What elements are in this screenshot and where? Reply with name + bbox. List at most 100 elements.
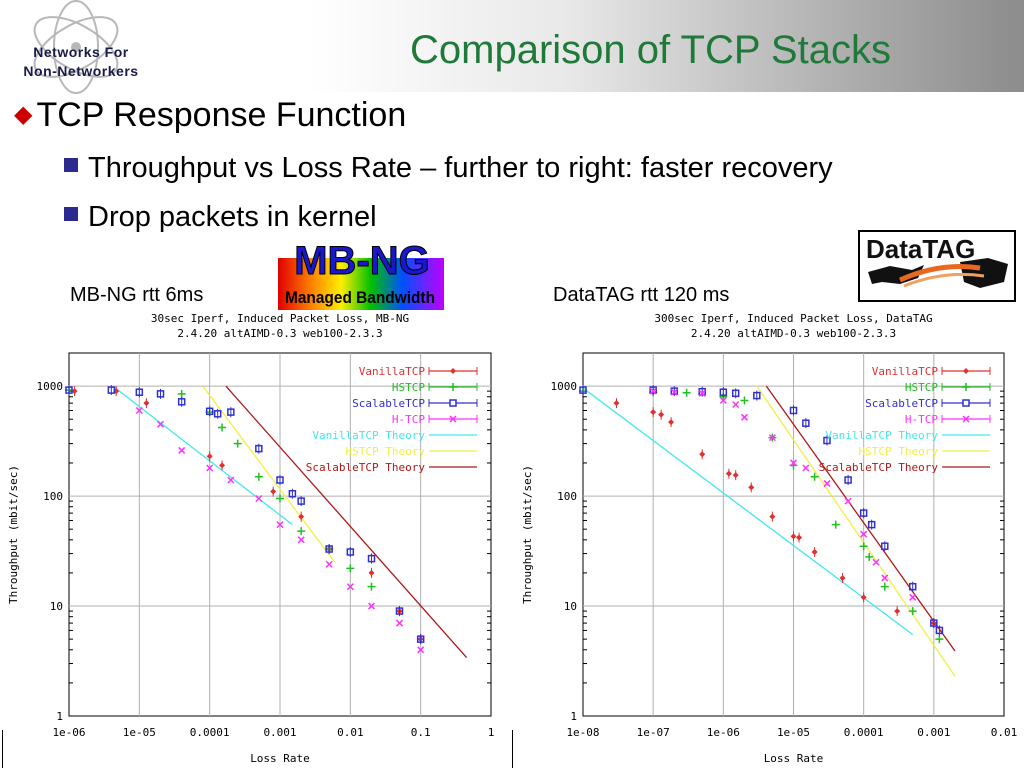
legend-label: HSTCP Theory (859, 445, 939, 458)
data-point (325, 544, 333, 555)
data-point (872, 558, 880, 566)
legend-label: VanillaTCP (872, 365, 939, 378)
divider-middle (512, 730, 513, 768)
legend-label: HSTCP (392, 381, 425, 394)
data-point (213, 408, 222, 419)
plus-marker (865, 552, 874, 561)
page-title: Comparison of TCP Stacks (410, 28, 891, 72)
legend-marker (450, 368, 456, 374)
data-point (740, 396, 749, 405)
legend-marker (449, 383, 457, 391)
x-tick-label: 1e-06 (52, 726, 85, 739)
x-marker (135, 406, 143, 415)
x-marker (367, 602, 376, 610)
x-marker (719, 396, 727, 405)
data-point (909, 593, 917, 601)
x-marker (395, 619, 404, 627)
data-point (867, 519, 876, 530)
data-point (860, 592, 867, 603)
data-point (298, 511, 305, 522)
caption-right: DataTAG rtt 120 ms (553, 284, 730, 306)
plus-marker (935, 635, 944, 644)
legend-label: ScalableTCP Theory (306, 461, 426, 474)
x-tick-label: 0.001 (263, 726, 296, 739)
legend-label: ScalableTCP (865, 397, 938, 410)
data-point (205, 406, 214, 417)
data-point (178, 446, 186, 454)
data-point (367, 582, 376, 591)
plus-marker (254, 472, 263, 481)
plus-marker (740, 396, 749, 405)
data-point (908, 581, 917, 592)
data-point (789, 405, 798, 416)
data-point (802, 418, 810, 429)
data-point (844, 474, 852, 485)
y-tick-label: 10 (50, 600, 63, 613)
data-point (732, 400, 740, 409)
data-point (823, 435, 831, 446)
data-point (297, 496, 305, 507)
x-marker (156, 420, 165, 428)
theory-line (225, 385, 468, 658)
data-point (368, 567, 375, 578)
plus-marker (218, 423, 227, 432)
legend-marker (449, 415, 457, 423)
data-point (725, 468, 732, 479)
square-bullet-icon (64, 158, 78, 172)
data-point (859, 508, 868, 519)
diamond-bullet-icon: ◆ (14, 101, 33, 128)
data-point (698, 389, 706, 397)
x-marker (325, 560, 333, 568)
x-marker (860, 530, 868, 538)
data-point (740, 413, 748, 421)
x-marker (802, 464, 810, 472)
data-point (218, 423, 227, 432)
x-marker (740, 413, 748, 421)
x-tick-label: 1e-05 (777, 726, 810, 739)
x-marker (297, 536, 305, 544)
data-point (367, 602, 376, 610)
datatag-logo-text: DataTAG (866, 234, 975, 264)
data-point (367, 553, 376, 564)
bullet-sub-2-text: Drop packets in kernel (88, 201, 377, 233)
data-point (719, 387, 728, 398)
legend-label: HSTCP (905, 381, 938, 394)
theory-line (765, 385, 956, 652)
legend-marker (962, 399, 970, 407)
data-point (135, 387, 144, 398)
data-point (325, 560, 333, 568)
chart-title: 300sec Iperf, Induced Packet Loss, DataT… (654, 312, 932, 325)
data-point (276, 521, 284, 529)
x-marker (649, 387, 657, 395)
x-marker (698, 389, 706, 397)
data-point (865, 552, 874, 561)
data-point (811, 547, 818, 558)
plus-marker (831, 520, 840, 529)
data-point (768, 434, 776, 442)
data-point (255, 494, 263, 503)
legend-marker (449, 399, 457, 407)
data-point (297, 536, 305, 544)
y-tick-label: 1 (56, 710, 63, 723)
x-marker (227, 476, 235, 484)
bullet-main-text: TCP Response Function (36, 96, 407, 134)
data-point (731, 388, 740, 399)
data-point (177, 389, 186, 398)
plus-marker (682, 388, 691, 397)
plus-marker (276, 494, 284, 503)
data-point (227, 476, 235, 484)
data-point (613, 398, 620, 409)
data-point (894, 606, 901, 617)
legend-marker (962, 383, 970, 391)
x-marker (844, 497, 852, 505)
data-point (177, 396, 186, 407)
data-point (417, 646, 425, 654)
data-point (254, 472, 263, 481)
chart-title: 30sec Iperf, Induced Packet Loss, MB-NG (151, 312, 409, 325)
plus-marker (346, 564, 355, 573)
bullet-sub-2: Drop packets in kernel (64, 201, 377, 234)
caption-left: MB-NG rtt 6ms (70, 284, 204, 306)
data-point (719, 396, 727, 405)
data-point (796, 532, 803, 543)
x-marker (346, 583, 354, 591)
